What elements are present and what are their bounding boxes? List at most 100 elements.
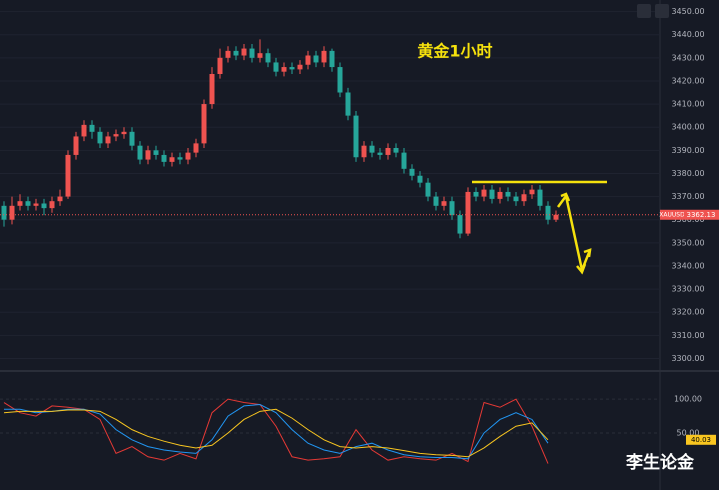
candle-body — [409, 168, 415, 176]
candle-body — [337, 67, 343, 93]
candle-body — [321, 50, 327, 63]
candle-body — [25, 201, 31, 206]
candle-body — [113, 134, 119, 137]
candle-body — [17, 201, 23, 206]
candle-body — [481, 189, 487, 197]
candle-body — [241, 48, 247, 56]
candle-body — [281, 67, 287, 72]
candle-body — [345, 92, 351, 116]
candle-body — [9, 205, 15, 220]
candle-body — [497, 191, 503, 199]
candle-body — [265, 53, 271, 63]
arrow-head — [576, 263, 587, 275]
candle-body — [545, 205, 551, 220]
y-tick-label: 3350.00 — [671, 238, 704, 247]
candle-body — [89, 124, 95, 132]
candle-body — [257, 53, 263, 58]
y-tick-label: 3370.00 — [671, 192, 704, 201]
candle-body — [177, 157, 183, 160]
y-tick-label: 3390.00 — [671, 146, 704, 155]
candle-body — [529, 189, 535, 195]
candle-body — [153, 150, 159, 155]
symbol-label: XAUUSD — [659, 211, 685, 218]
plot: 3300.00 3310.00 3320.00 3330.00 3340.00 3350.… — [0, 7, 719, 464]
candle-body — [209, 74, 215, 105]
candle-body — [465, 191, 471, 234]
candle-body — [433, 196, 439, 206]
candle-body — [377, 152, 383, 155]
nav-button[interactable] — [637, 4, 651, 18]
oscillator-line — [4, 404, 549, 460]
y-tick-label: 3400.00 — [671, 123, 704, 132]
candle-body — [41, 203, 47, 209]
candle-body — [361, 145, 367, 158]
candle-body — [97, 131, 103, 144]
candle-body — [289, 67, 295, 70]
candle-body — [489, 189, 495, 199]
nav-button[interactable] — [655, 4, 669, 18]
candle-body — [185, 152, 191, 160]
candle-body — [513, 196, 519, 202]
candle-body — [121, 131, 127, 135]
candle-body — [193, 143, 199, 153]
candle-body — [161, 154, 167, 162]
candle-body — [369, 145, 375, 153]
y-tick-label: 100.00 — [674, 395, 702, 404]
candle-body — [425, 182, 431, 197]
arrow-head — [583, 248, 592, 258]
candle-body — [73, 136, 79, 155]
candle-body — [457, 215, 463, 234]
y-tick-label: 3310.00 — [671, 331, 704, 340]
y-tick-label: 3450.00 — [671, 7, 704, 16]
candle-body — [449, 201, 455, 216]
candle-body — [417, 175, 423, 183]
candle-body — [225, 50, 231, 58]
candle-body — [1, 205, 7, 220]
candle-body — [49, 201, 55, 209]
candle-body — [537, 189, 543, 206]
candle-body — [145, 150, 151, 160]
candle-body — [353, 115, 359, 158]
watermark: 李生论金 — [626, 452, 695, 473]
projection-arrow — [556, 193, 592, 275]
y-tick-label: 3410.00 — [671, 100, 704, 109]
candle-body — [505, 191, 511, 197]
candle-body — [441, 201, 447, 206]
y-tick-label: 3380.00 — [671, 169, 704, 178]
candle-body — [313, 55, 319, 63]
candle-body — [217, 57, 223, 74]
candle-body — [81, 124, 87, 137]
candle-body — [105, 136, 111, 144]
y-tick-label: 3430.00 — [671, 53, 704, 62]
candle-body — [385, 148, 391, 155]
y-tick-label: 3440.00 — [671, 30, 704, 39]
candle-body — [305, 55, 311, 65]
candle-body — [33, 203, 39, 206]
candle-body — [129, 131, 135, 146]
candle-body — [297, 64, 303, 70]
price-label: 3362.13 — [687, 211, 716, 219]
candle-body — [57, 196, 63, 202]
symbol-tag — [660, 209, 684, 220]
candle-body — [329, 50, 335, 68]
candle-body — [201, 104, 207, 144]
value-tag — [686, 434, 716, 445]
y-tick-label: 3300.00 — [671, 354, 704, 363]
candle-body — [137, 145, 143, 160]
candle-body — [393, 148, 399, 153]
y-tick-label: 50.00 — [677, 429, 700, 438]
candle-body — [553, 214, 559, 220]
candle-body — [65, 154, 71, 197]
candle-body — [473, 191, 479, 197]
y-tick-label: 3420.00 — [671, 76, 704, 85]
candle-body — [521, 194, 527, 202]
candle-body — [233, 50, 239, 56]
candle-body — [249, 48, 255, 58]
y-tick-label: 3330.00 — [671, 285, 704, 294]
price-tag — [684, 209, 719, 220]
candle-body — [401, 152, 407, 169]
y-tick-label: 3320.00 — [671, 308, 704, 317]
arrow-head — [560, 192, 571, 202]
